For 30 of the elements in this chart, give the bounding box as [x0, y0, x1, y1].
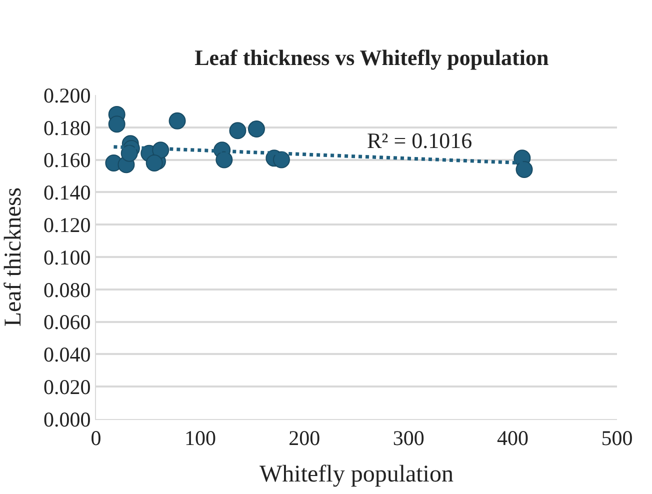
point [272, 151, 290, 168]
point [146, 154, 163, 172]
point [248, 120, 265, 138]
point [120, 144, 138, 162]
chart-title: Leaf thickness vs Whitefly population [194, 44, 549, 70]
y-tick-label: 0.180 [44, 116, 91, 140]
annotation: R² = 0.1016 [367, 128, 472, 153]
y-tick-label: 0.160 [44, 148, 91, 172]
y-tick-label: 0.020 [44, 374, 91, 399]
x-tick-label: 300 [392, 426, 424, 450]
x-tick-label: 500 [601, 426, 633, 450]
point [108, 116, 126, 133]
point [229, 122, 246, 140]
x-tick-label: 100 [184, 426, 216, 450]
point [216, 151, 233, 168]
y-tick-label: 0.080 [44, 278, 91, 302]
y-axis-title: Leaf thickness [0, 187, 27, 327]
y-tick-label: 0.040 [44, 342, 91, 367]
y-tick-label: 0.100 [44, 245, 91, 270]
y-tick-label: 0.000 [44, 407, 91, 432]
point [516, 161, 533, 178]
x-tick-label: 200 [288, 426, 320, 450]
x-tick-label: 0 [90, 426, 102, 450]
y-tick-label: 0.060 [44, 310, 91, 334]
point [168, 112, 186, 130]
x-axis-title: Whitefly population [260, 462, 454, 488]
y-tick-label: 0.140 [44, 180, 91, 205]
y-tick-label: 0.200 [44, 83, 91, 108]
y-tick-label: 0.120 [44, 212, 91, 237]
x-tick-label: 400 [497, 426, 529, 450]
